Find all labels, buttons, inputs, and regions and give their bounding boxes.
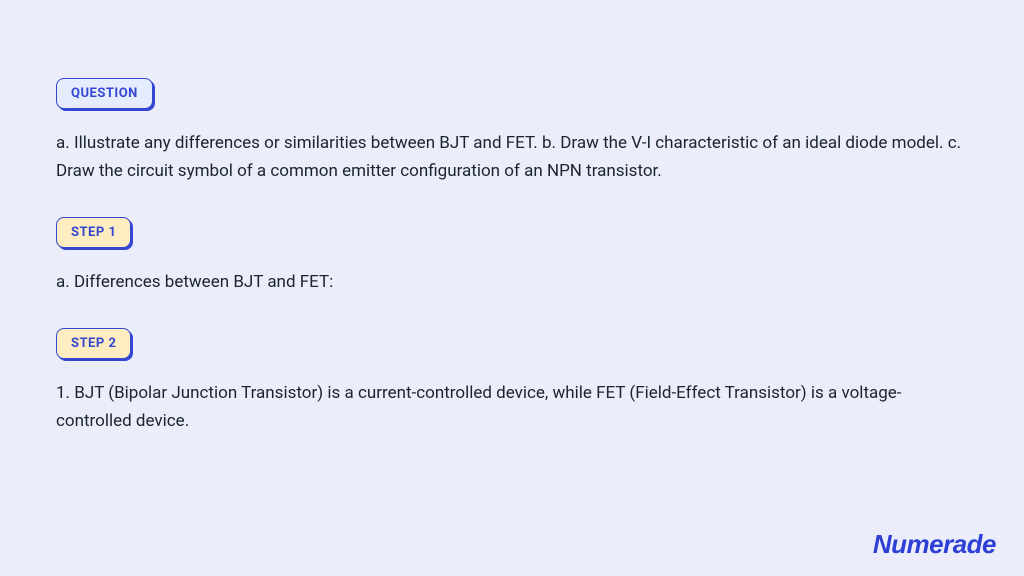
question-badge: QUESTION bbox=[56, 78, 153, 109]
question-text: a. Illustrate any differences or similar… bbox=[56, 129, 968, 185]
step1-section: STEP 1 a. Differences between BJT and FE… bbox=[56, 217, 968, 296]
step1-badge: STEP 1 bbox=[56, 217, 131, 248]
content-area: QUESTION a. Illustrate any differences o… bbox=[0, 0, 1024, 435]
step2-section: STEP 2 1. BJT (Bipolar Junction Transist… bbox=[56, 328, 968, 435]
step2-badge: STEP 2 bbox=[56, 328, 131, 359]
numerade-logo: Numerade bbox=[873, 529, 996, 560]
step1-text: a. Differences between BJT and FET: bbox=[56, 268, 968, 296]
step2-text: 1. BJT (Bipolar Junction Transistor) is … bbox=[56, 379, 968, 435]
question-section: QUESTION a. Illustrate any differences o… bbox=[56, 78, 968, 185]
